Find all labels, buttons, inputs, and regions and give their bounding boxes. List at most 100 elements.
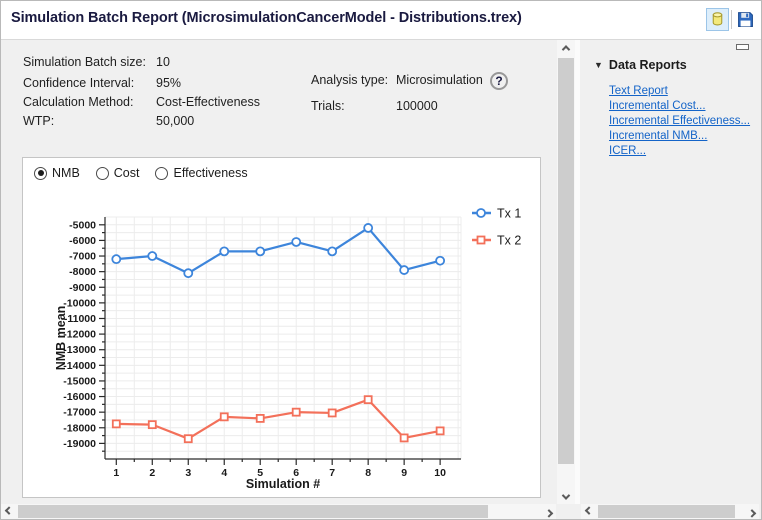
chart-grid — [105, 216, 462, 459]
data-point — [255, 246, 266, 257]
info-value: 95% — [156, 76, 182, 90]
scroll-right-button-sidebar[interactable] — [744, 504, 759, 519]
data-point — [147, 420, 157, 430]
data-point — [327, 246, 338, 257]
y-tick-label: -15000 — [63, 375, 96, 387]
y-tick-label: -9000 — [69, 282, 96, 294]
y-tick-label: -6000 — [69, 235, 96, 247]
report-link-text-report[interactable]: Text Report — [609, 85, 668, 97]
series-tx-2 — [111, 395, 445, 444]
panel-divider — [575, 40, 580, 504]
vertical-scrollbar-thumb[interactable] — [558, 58, 574, 464]
chart-legend: Tx 1 Tx 2 — [472, 207, 521, 248]
horizontal-scrollbar-thumb-sidebar[interactable] — [598, 505, 735, 518]
info-value: Microsimulation — [396, 73, 483, 87]
data-point — [399, 265, 410, 275]
data-point — [399, 433, 409, 443]
y-tick-label: -18000 — [63, 422, 96, 434]
report-link-incremental-effectiveness[interactable]: Incremental Effectiveness... — [609, 115, 751, 127]
data-point — [363, 395, 373, 405]
data-reports-header[interactable]: ▼ Data Reports — [594, 58, 687, 72]
series-tx-1 — [111, 223, 446, 279]
info-label: WTP: — [23, 114, 55, 128]
window-title: Simulation Batch Report (Microsimulation… — [11, 10, 522, 26]
data-point — [291, 237, 302, 247]
report-link-incremental-cost[interactable]: Incremental Cost... — [609, 100, 706, 112]
report-link-icer[interactable]: ICER... — [609, 145, 647, 157]
chevron-right-icon — [747, 508, 756, 518]
scroll-right-button-main[interactable] — [541, 504, 556, 519]
y-tick-label: -7000 — [69, 251, 96, 263]
vertical-scrollbar[interactable] — [557, 40, 575, 504]
data-reports-panel: ▼ Data Reports Text Report Incremental Co… — [580, 40, 761, 519]
report-links-list: Text Report Incremental Cost... Incrementa… — [609, 85, 750, 158]
chevron-right-icon — [544, 508, 553, 518]
nmb-chart: -5000 -6000 -7000 -8000 -9000 -10000 -11000 -12… — [54, 207, 521, 492]
data-point — [255, 414, 265, 423]
radio-circle-icon — [95, 166, 109, 180]
data-point — [327, 408, 337, 418]
data-point — [147, 251, 158, 261]
series-line — [115, 398, 442, 440]
save-button[interactable] — [734, 8, 757, 31]
data-point — [183, 434, 193, 444]
radio-selected-dot — [37, 170, 44, 176]
radio-label: NMB — [52, 166, 80, 180]
y-tick-label: -10000 — [63, 297, 96, 309]
info-value: Cost-Effectiveness — [156, 95, 260, 109]
horizontal-scrollbar-thumb-main[interactable] — [18, 505, 488, 518]
scroll-up-button[interactable] — [557, 40, 575, 55]
data-point — [219, 412, 229, 422]
chart-panel: -5000 -6000 -7000 -8000 -9000 -10000 -11000 -12… — [22, 157, 541, 498]
radio-circle-icon — [34, 166, 47, 180]
legend-label: Tx 1 — [497, 207, 521, 221]
scroll-down-button[interactable] — [557, 489, 575, 504]
info-label: Confidence Interval: — [23, 76, 135, 90]
x-tick-label: 5 — [257, 467, 263, 479]
chart-axes — [99, 217, 461, 465]
data-point — [111, 254, 122, 265]
info-label: Analysis type: — [311, 73, 389, 87]
y-tick-label: -16000 — [63, 391, 96, 403]
info-value: 10 — [156, 55, 170, 69]
report-link-incremental-nmb[interactable]: Incremental NMB... — [609, 130, 708, 142]
radio-nmb[interactable]: NMB — [34, 166, 80, 180]
save-icon — [737, 11, 754, 28]
info-value: 100000 — [396, 99, 438, 113]
x-tick-label: 3 — [185, 467, 191, 479]
radio-effectiveness[interactable]: Effectiveness — [155, 166, 248, 180]
x-tick-label: 9 — [401, 467, 407, 479]
horizontal-scrollbar-main[interactable] — [1, 504, 556, 519]
scroll-left-button-sidebar[interactable] — [581, 504, 596, 519]
report-type-radio-group: NMB Cost Effectiveness — [34, 163, 248, 183]
y-tick-label: -17000 — [63, 407, 96, 419]
data-point — [435, 255, 446, 266]
horizontal-scrollbar-sidebar[interactable] — [581, 504, 759, 519]
scroll-left-button-main[interactable] — [1, 504, 16, 519]
database-button[interactable] — [706, 8, 729, 31]
x-tick-label: 7 — [329, 467, 335, 479]
y-axis-title: NMB mean — [54, 306, 68, 371]
data-point — [435, 426, 445, 436]
x-axis-title: Simulation # — [246, 477, 320, 491]
minimize-panel-button[interactable] — [736, 44, 749, 50]
y-tick-label: -8000 — [69, 266, 96, 278]
x-tick-label: 6 — [293, 467, 299, 479]
info-label: Trials: — [311, 99, 345, 113]
y-tick-label: -12000 — [63, 329, 96, 341]
data-reports-title: Data Reports — [608, 58, 687, 72]
data-point — [111, 419, 121, 429]
data-point — [219, 246, 230, 257]
radio-circle-icon — [155, 166, 169, 180]
chevron-left-icon — [4, 505, 13, 515]
y-tick-label: -19000 — [63, 438, 96, 450]
collapse-arrow-icon: ▼ — [594, 59, 603, 70]
data-point — [183, 268, 194, 279]
y-tick-label: -5000 — [69, 219, 96, 231]
x-tick-label: 4 — [221, 467, 227, 479]
legend-label: Tx 2 — [497, 234, 521, 248]
radio-label: Effectiveness — [173, 166, 248, 180]
help-icon[interactable]: ? — [490, 72, 508, 90]
radio-cost[interactable]: Cost — [95, 166, 139, 180]
